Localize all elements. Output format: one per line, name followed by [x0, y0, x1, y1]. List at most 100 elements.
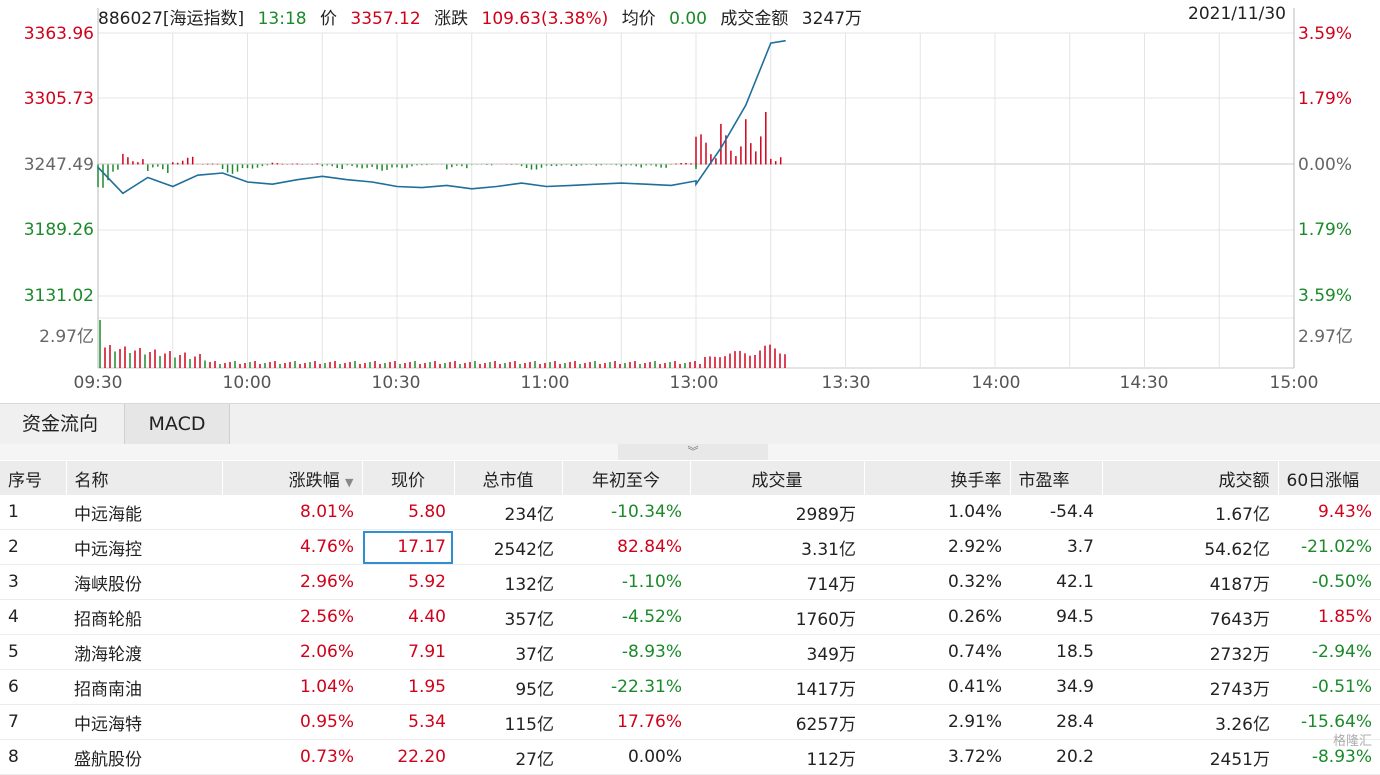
- quote-date: 2021/11/30: [1188, 4, 1286, 24]
- watermark-logo: 格隆汇: [1332, 734, 1372, 749]
- cell-pe: 42.1: [1010, 564, 1102, 600]
- table-row[interactable]: 1 中远海能 8.01% 5.80 234亿 -10.34% 2989万 1.04% -54.4…: [0, 495, 1380, 530]
- chart-grid: [97, 8, 1295, 369]
- cell-amount: 2743万: [1102, 669, 1278, 705]
- indicator-tab-bar: 资金流向 MACD: [0, 403, 1380, 445]
- cell-change-pct: 2.56%: [222, 599, 362, 635]
- cell-market-cap: 234亿: [454, 495, 562, 530]
- double-chevron-down-icon[interactable]: ︾: [618, 444, 768, 460]
- col-header-change-pct-label: 涨跌幅: [288, 470, 340, 491]
- avg-value: 0.00: [669, 9, 707, 29]
- avg-label: 均价: [621, 9, 656, 29]
- cell-amount: 7643万: [1102, 599, 1278, 635]
- cell-market-cap: 37亿: [454, 634, 562, 670]
- cell-turnover-rate: 2.91%: [864, 704, 1010, 740]
- price-chart-svg: [97, 8, 1295, 369]
- x-tick-0930: 09:30: [73, 373, 123, 393]
- tab-macd[interactable]: MACD: [124, 404, 230, 444]
- cell-change-pct: 0.95%: [222, 704, 362, 740]
- col-header-index[interactable]: 序号: [0, 461, 67, 495]
- cell-volume: 714万: [690, 564, 864, 600]
- cell-volume: 1760万: [690, 599, 864, 635]
- chart-bars: [97, 112, 782, 188]
- cell-market-cap: 27亿: [454, 739, 562, 775]
- price-line: [97, 39, 786, 195]
- cell-pe: 34.9: [1010, 669, 1102, 705]
- cell-market-cap: 115亿: [454, 704, 562, 740]
- price-value: 3357.12: [350, 9, 421, 29]
- x-tick-1400: 14:00: [971, 373, 1021, 393]
- cell-ytd: -10.34%: [562, 495, 690, 530]
- cell-name: 中远海能: [66, 495, 222, 530]
- cell-ytd: -4.52%: [562, 599, 690, 635]
- col-header-amount[interactable]: 成交额: [1102, 461, 1279, 495]
- table-row[interactable]: 8 盛航股份 0.73% 22.20 27亿 0.00% 112万 3.72% 20.2 2451…: [0, 739, 1380, 775]
- turnover-value: 3247万: [801, 9, 863, 29]
- cell-name: 盛航股份: [66, 739, 222, 775]
- y-left-1: 3363.96: [23, 24, 94, 44]
- cell-pe: 3.7: [1010, 529, 1102, 565]
- cell-change-pct: 8.01%: [222, 495, 362, 530]
- cell-price: 17.17: [362, 529, 454, 565]
- tab-fund-flow[interactable]: 资金流向: [22, 413, 99, 435]
- cell-name: 渤海轮渡: [66, 634, 222, 670]
- y-left-3: 3247.49: [23, 155, 94, 175]
- col-header-change-pct[interactable]: 涨跌幅 ▼: [222, 461, 363, 495]
- cell-amount: 2732万: [1102, 634, 1278, 670]
- col-header-turnover-rate[interactable]: 换手率: [864, 461, 1011, 495]
- table-row[interactable]: 4 招商轮船 2.56% 4.40 357亿 -4.52% 1760万 0.26% 94.5 76…: [0, 599, 1380, 635]
- cell-amount: 2451万: [1102, 739, 1278, 775]
- x-tick-1330: 13:30: [821, 373, 871, 393]
- index-code-name: 886027[海运指数]: [98, 9, 245, 29]
- cell-ytd: -22.31%: [562, 669, 690, 705]
- cell-pe: 18.5: [1010, 634, 1102, 670]
- x-tick-1000: 10:00: [222, 373, 272, 393]
- cell-volume: 112万: [690, 739, 864, 775]
- col-header-market-cap[interactable]: 总市值: [454, 461, 563, 495]
- col-header-volume[interactable]: 成交量: [690, 461, 865, 495]
- cell-volume: 349万: [690, 634, 864, 670]
- volume-bars: [99, 320, 786, 368]
- y-right-2: 1.79%: [1298, 89, 1353, 109]
- cell-name: 招商轮船: [66, 599, 222, 635]
- cell-ytd: -8.93%: [562, 634, 690, 670]
- col-header-name[interactable]: 名称: [66, 461, 223, 495]
- y-left-4: 3189.26: [23, 220, 94, 240]
- y-left-5: 3131.02: [23, 286, 94, 306]
- cell-change-pct: 4.76%: [222, 529, 362, 565]
- cell-index: 3: [0, 564, 66, 600]
- quote-time: 13:18: [257, 9, 307, 29]
- table-row[interactable]: 5 渤海轮渡 2.06% 7.91 37亿 -8.93% 349万 0.74% 18.5 2732…: [0, 634, 1380, 670]
- cell-price: 22.20: [362, 739, 454, 775]
- cell-name: 海峡股份: [66, 564, 222, 600]
- cell-index: 5: [0, 634, 66, 670]
- cell-volume: 2989万: [690, 495, 864, 530]
- cell-amount: 1.67亿: [1102, 495, 1278, 530]
- cell-market-cap: 357亿: [454, 599, 562, 635]
- cell-60d: -2.94%: [1278, 634, 1380, 670]
- col-header-ytd[interactable]: 年初至今: [562, 461, 691, 495]
- cell-amount: 3.26亿: [1102, 704, 1278, 740]
- col-header-60d[interactable]: 60日涨幅: [1278, 461, 1380, 495]
- y-right-3: 0.00%: [1298, 155, 1353, 175]
- cell-name: 招商南油: [66, 669, 222, 705]
- col-header-price[interactable]: 现价: [362, 461, 455, 495]
- cell-volume: 6257万: [690, 704, 864, 740]
- cell-index: 4: [0, 599, 66, 635]
- price-label: 价: [319, 9, 337, 29]
- cell-index: 1: [0, 495, 66, 530]
- table-row[interactable]: 7 中远海特 0.95% 5.34 115亿 17.76% 6257万 2.91% 28.4 3.…: [0, 704, 1380, 740]
- x-tick-1430: 14:30: [1119, 373, 1169, 393]
- table-row[interactable]: 6 招商南油 1.04% 1.95 95亿 -22.31% 1417万 0.41% 34.9 27…: [0, 669, 1380, 705]
- table-row[interactable]: 3 海峡股份 2.96% 5.92 132亿 -1.10% 714万 0.32% 42.1 418…: [0, 564, 1380, 600]
- cell-60d: -0.50%: [1278, 564, 1380, 600]
- cell-pe: 28.4: [1010, 704, 1102, 740]
- cell-market-cap: 132亿: [454, 564, 562, 600]
- cell-pe: -54.4: [1010, 495, 1102, 530]
- x-tick-1300: 13:00: [669, 373, 719, 393]
- col-header-pe[interactable]: 市盈率: [1010, 461, 1103, 495]
- sort-down-icon: ▼: [345, 475, 354, 489]
- cell-turnover-rate: 3.72%: [864, 739, 1010, 775]
- table-row[interactable]: 2 中远海控 4.76% 17.17 2542亿 82.84% 3.31亿 2.92% 3.7 5…: [0, 529, 1380, 565]
- cell-60d: 1.85%: [1278, 599, 1380, 635]
